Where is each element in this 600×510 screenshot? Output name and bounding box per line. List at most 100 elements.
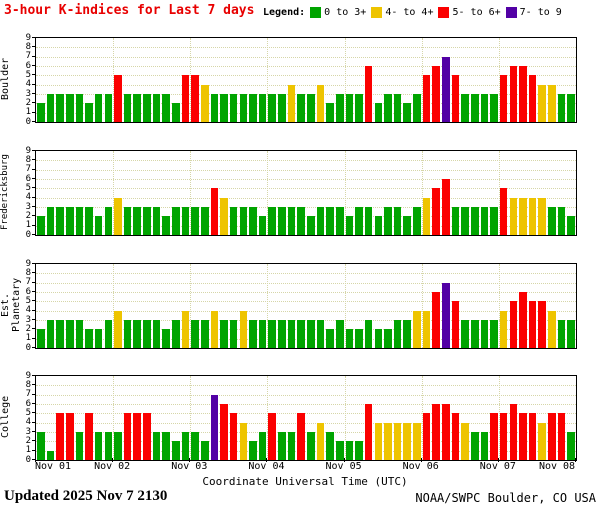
gridline-horizontal bbox=[36, 160, 576, 162]
y-tick-mark bbox=[32, 393, 36, 395]
k-index-bar bbox=[210, 394, 219, 460]
y-tick-mark bbox=[32, 319, 36, 320]
k-index-bar bbox=[239, 207, 248, 235]
y-tick-label: 5 bbox=[25, 182, 31, 193]
k-index-bar bbox=[249, 320, 257, 348]
y-tick-label: 2 bbox=[25, 323, 31, 334]
y-tick-mark bbox=[32, 55, 36, 57]
k-index-bar bbox=[172, 320, 180, 348]
y-tick-label: 9 bbox=[25, 145, 31, 156]
y-tick-label: 6 bbox=[25, 60, 31, 71]
legend-item-yellow: 4- to 4+ bbox=[371, 7, 433, 18]
k-index-bar bbox=[37, 103, 45, 122]
k-index-bar bbox=[297, 207, 305, 235]
k-index-bar bbox=[65, 413, 74, 460]
y-tick-label: 4 bbox=[25, 192, 31, 203]
station-label-fredericksburg: Fredericksburg bbox=[0, 154, 10, 230]
y-tick-label: 0 bbox=[25, 454, 31, 465]
k-index-bar bbox=[499, 310, 508, 348]
gridline-horizontal bbox=[36, 422, 576, 424]
k-index-bar bbox=[393, 207, 402, 235]
k-index-bar bbox=[384, 207, 392, 235]
k-index-bar bbox=[461, 94, 469, 122]
k-index-bar bbox=[172, 441, 180, 460]
y-tick-label: 8 bbox=[25, 41, 31, 52]
k-index-bar bbox=[56, 320, 64, 348]
k-index-bar bbox=[384, 422, 392, 460]
k-index-bar bbox=[509, 404, 518, 460]
y-tick-mark bbox=[32, 83, 36, 85]
k-index-bar bbox=[133, 94, 142, 122]
k-index-bar bbox=[200, 441, 209, 460]
y-tick-mark bbox=[32, 234, 36, 235]
k-index-bar bbox=[65, 320, 74, 348]
k-index-bar bbox=[326, 432, 334, 460]
k-index-bar bbox=[393, 94, 402, 122]
k-index-bar bbox=[567, 432, 575, 460]
gridline-vertical bbox=[267, 38, 269, 122]
k-index-bar bbox=[162, 216, 170, 235]
y-tick-label: 4 bbox=[25, 305, 31, 316]
k-index-bar bbox=[114, 432, 122, 460]
gridline-vertical bbox=[421, 38, 423, 122]
k-index-bar bbox=[335, 94, 344, 122]
k-index-bar bbox=[432, 188, 440, 235]
k-index-bar bbox=[46, 320, 55, 348]
y-tick-mark bbox=[32, 272, 36, 274]
k-index-bar bbox=[548, 84, 556, 122]
y-tick-label: 3 bbox=[25, 426, 31, 437]
gridline-vertical bbox=[113, 376, 115, 460]
gridline-vertical bbox=[190, 376, 192, 460]
k-index-bar bbox=[268, 413, 277, 460]
k-index-bar bbox=[442, 282, 450, 348]
k-index-bar bbox=[326, 329, 334, 348]
k-index-bar bbox=[85, 207, 93, 235]
green-swatch-icon bbox=[310, 7, 322, 18]
k-index-bar bbox=[538, 301, 547, 348]
k-index-bar bbox=[432, 292, 440, 348]
panel-fredericksburg bbox=[35, 150, 577, 236]
gridline-vertical bbox=[344, 376, 346, 460]
gridline-horizontal bbox=[36, 179, 576, 180]
k-index-bar bbox=[287, 207, 296, 235]
k-index-bar bbox=[490, 207, 498, 235]
gridline-vertical bbox=[344, 38, 346, 122]
k-index-bar bbox=[316, 84, 325, 122]
k-index-bar bbox=[509, 197, 518, 235]
k-index-bar bbox=[451, 75, 460, 122]
k-index-bar bbox=[75, 320, 84, 348]
k-index-bar bbox=[335, 441, 344, 460]
k-index-bar bbox=[123, 207, 132, 235]
k-index-bar bbox=[567, 94, 575, 122]
k-index-bar bbox=[364, 320, 373, 348]
y-tick-mark bbox=[32, 46, 36, 48]
k-index-bar bbox=[490, 413, 498, 460]
panel-boulder bbox=[35, 37, 577, 123]
chart-title: 3-hour K-indices for Last 7 days bbox=[4, 3, 255, 18]
gridline-horizontal bbox=[36, 169, 576, 171]
y-tick-label: 5 bbox=[25, 69, 31, 80]
gridline-vertical bbox=[190, 151, 192, 235]
gridline-horizontal bbox=[36, 404, 576, 405]
y-tick-label: 5 bbox=[25, 295, 31, 306]
k-index-bar bbox=[451, 301, 460, 348]
k-index-bar bbox=[200, 320, 209, 348]
k-index-bar bbox=[143, 413, 151, 460]
y-tick-label: 8 bbox=[25, 267, 31, 278]
yellow-swatch-icon bbox=[371, 7, 383, 18]
k-index-bar bbox=[239, 94, 248, 122]
y-tick-mark bbox=[32, 196, 36, 198]
k-index-bar bbox=[249, 94, 257, 122]
x-tick-mark bbox=[112, 458, 114, 462]
y-tick-mark bbox=[32, 459, 36, 460]
k-index-bar bbox=[490, 320, 498, 348]
k-index-bar bbox=[461, 320, 469, 348]
legend-label: Legend: bbox=[263, 7, 306, 18]
k-index-bar bbox=[46, 207, 55, 235]
k-index-bar bbox=[374, 329, 383, 348]
k-index-bar bbox=[258, 216, 267, 235]
k-index-bar bbox=[56, 207, 64, 235]
k-index-bar bbox=[46, 450, 55, 460]
gridline-horizontal bbox=[36, 301, 576, 303]
k-index-bar bbox=[538, 422, 547, 460]
